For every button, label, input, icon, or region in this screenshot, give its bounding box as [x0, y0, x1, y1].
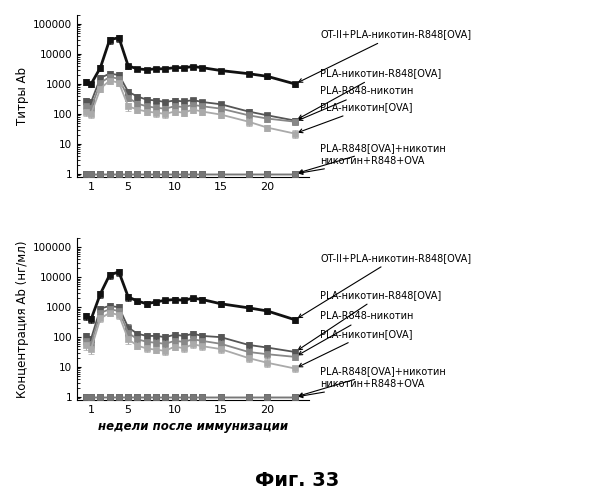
Y-axis label: Титры Ab: Титры Ab [16, 67, 29, 125]
Text: никотин+R848+OVA: никотин+R848+OVA [299, 156, 425, 174]
Text: PLA-никотин-R848[OVA]: PLA-никотин-R848[OVA] [298, 290, 442, 350]
Text: PLA-никотин[OVA]: PLA-никотин[OVA] [299, 102, 413, 132]
Text: PLA-R848-никотин: PLA-R848-никотин [298, 311, 414, 355]
Text: Фиг. 33: Фиг. 33 [255, 470, 339, 490]
Text: PLA-R848[OVA]+никотин: PLA-R848[OVA]+никотин [299, 366, 446, 396]
X-axis label: недели после иммунизации: недели после иммунизации [98, 420, 288, 434]
Text: PLA-R848-никотин: PLA-R848-никотин [299, 86, 414, 120]
Text: PLA-никотин-R848[OVA]: PLA-никотин-R848[OVA] [299, 68, 442, 118]
Text: OT-II+PLA-никотин-R848[OVA]: OT-II+PLA-никотин-R848[OVA] [298, 252, 472, 318]
Text: никотин+R848+OVA: никотин+R848+OVA [299, 379, 425, 398]
Y-axis label: Концентрация Ab (нг/мл): Концентрация Ab (нг/мл) [16, 240, 29, 398]
Text: PLA-R848[OVA]+никотин: PLA-R848[OVA]+никотин [299, 142, 446, 174]
Text: PLA-никотин[OVA]: PLA-никотин[OVA] [299, 328, 413, 367]
Text: OT-II+PLA-никотин-R848[OVA]: OT-II+PLA-никотин-R848[OVA] [299, 30, 472, 82]
